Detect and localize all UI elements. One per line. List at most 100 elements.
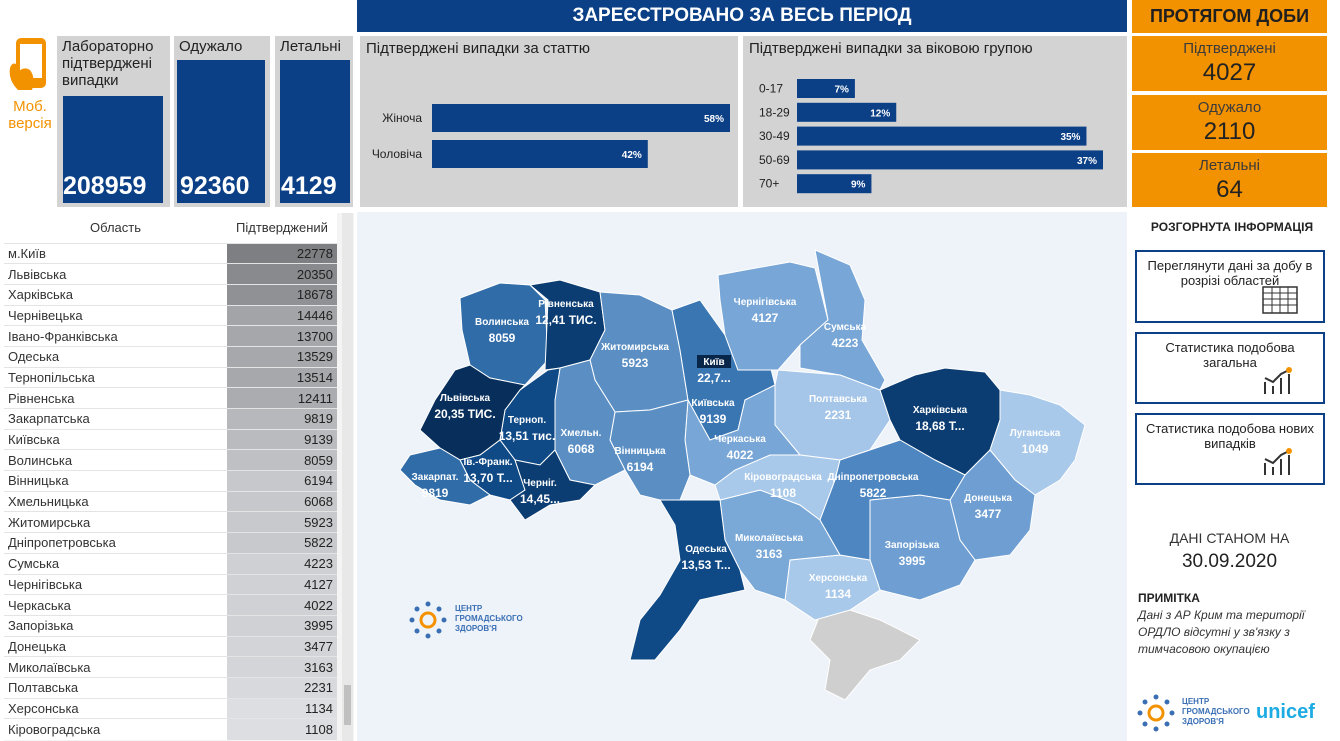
gender-chart: Жіноча 58% Чоловіча 42% [372,104,730,168]
nav-button[interactable]: Статистика подобова загальна [1135,332,1325,404]
region-name: Сумська [824,322,867,333]
daily-title: ПРОТЯГОМ ДОБИ [1132,0,1327,33]
unicef-logo: unicef [1256,701,1315,723]
button-label: Статистика подобова нових випадків [1145,421,1315,451]
category-label: 30-49 [759,129,790,143]
category-label: 0-17 [759,82,783,96]
total-value: 208959 [63,172,147,200]
table-row: Хмельницька 6068 [4,491,337,512]
table-row: Одеська 13529 [4,346,337,368]
region-value: 4127 [752,311,779,325]
region[interactable] [459,282,549,386]
region-name: Хмельницька [8,494,89,510]
logo-mark [409,601,447,639]
total-label: Летальні [280,38,341,55]
button-label: Статистика подобова загальна [1165,340,1295,370]
region[interactable] [819,439,966,561]
date: 30.09.2020 [1181,551,1278,572]
region-value: 13,70 Т... [463,471,512,485]
region-value: 14,45... [520,492,560,506]
region-name: Ів.-Франк. [463,457,512,468]
hand [9,63,34,90]
region-value: 13,53 Т... [681,558,730,572]
nav-button[interactable]: Статистика подобова нових випадків [1135,413,1325,485]
confirmed-value: 8059 [227,449,337,471]
map: Волинська 8059 Рівненська 12,41 ТИС. Житомир… [357,212,1127,741]
region-name: Луганська [1010,428,1061,439]
region-name: Херсонська [809,573,868,584]
confirmed-value: 1108 [227,718,337,740]
region[interactable] [629,499,746,661]
phone-icon[interactable] [8,38,54,92]
region[interactable] [509,449,597,521]
region-name: Житомирська [600,342,669,353]
region-name: Миколаївська [8,659,91,675]
bar [797,102,897,122]
confirmed-value: 6068 [227,491,337,512]
table-row: Запорізька 3995 [4,615,337,637]
scrollbar[interactable] [342,213,353,741]
icon-chart [1264,369,1290,394]
column-header: Підтверджений [236,220,328,236]
region-value: 9819 [422,486,449,500]
region[interactable] [989,389,1086,496]
table-row: Харківська 18678 [4,284,337,306]
table-row: Дніпропетровська 5822 [4,532,337,554]
table-row: Миколаївська 3163 [4,656,337,678]
confirmed-value: 20350 [227,263,337,285]
region-value: 6068 [568,442,595,456]
region-name: Житомирська [8,514,91,530]
category-label: Жіноча [382,111,422,125]
region[interactable] [399,447,491,506]
region-value: 8059 [489,331,516,345]
total-bar [177,60,265,203]
confirmed-value: 2231 [227,677,337,699]
icon-dot [1286,448,1292,454]
icon-chart [1264,450,1290,475]
table-row: Донецька 3477 [4,636,337,657]
region-name: Черкаська [8,597,71,613]
nav-button[interactable]: Переглянути дані за добу в розрізі облас… [1135,250,1325,323]
confirmed-value: 3995 [227,615,337,637]
confirmed-value: 1134 [227,698,337,719]
button-icon [1262,286,1298,314]
region-name: Донецька [8,638,67,654]
region-name: Запорізька [885,540,940,551]
confirmed-value: 4022 [227,594,337,616]
value-label: 9% [851,180,866,191]
confirmed-value: 5822 [227,532,337,554]
table-row: Тернопільська 13514 [4,367,337,388]
confirmed-value: 4223 [227,553,337,574]
date-label: ДАНІ СТАНОМ НА [1169,530,1290,546]
total-card: Летальні 4129 [275,36,353,207]
region-name: Вінницька [8,473,69,489]
mobile-link[interactable]: Моб. версія [8,98,52,132]
daily-label: Підтверджені [1183,40,1276,57]
daily-card: Одужало 2110 [1132,95,1327,150]
bar [797,150,1103,170]
region-name: Тернопільська [8,369,95,385]
button-icon [1264,448,1292,475]
table-row: Чернівецька 14446 [4,305,337,326]
bar [432,104,730,132]
icon-dot [1286,367,1292,373]
age-panel: Підтверджені випадки за віковою групою 0… [743,36,1127,207]
scroll-thumb[interactable] [344,685,351,725]
value-label: 35% [1060,132,1080,143]
table-row: Херсонська 1134 [4,698,337,719]
confirmed-value: 6194 [227,470,337,492]
logo-ring [1147,704,1165,722]
region-value: 3163 [756,547,783,561]
region-name: Рівненська [538,299,594,310]
region-name: Запорізька [8,618,74,634]
confirmed-value: 3477 [227,636,337,657]
category-label: 70+ [759,177,779,191]
region-value: 1134 [825,587,851,601]
table-row: м.Київ 22778 [4,243,337,264]
table-row: Київська 9139 [4,429,337,450]
region-name: Вінницька [614,446,666,457]
region-value: 20,35 ТИС. [434,407,495,421]
logo-dots [409,601,447,639]
icon-grid [1263,287,1297,313]
confirmed-value: 9819 [227,408,337,430]
